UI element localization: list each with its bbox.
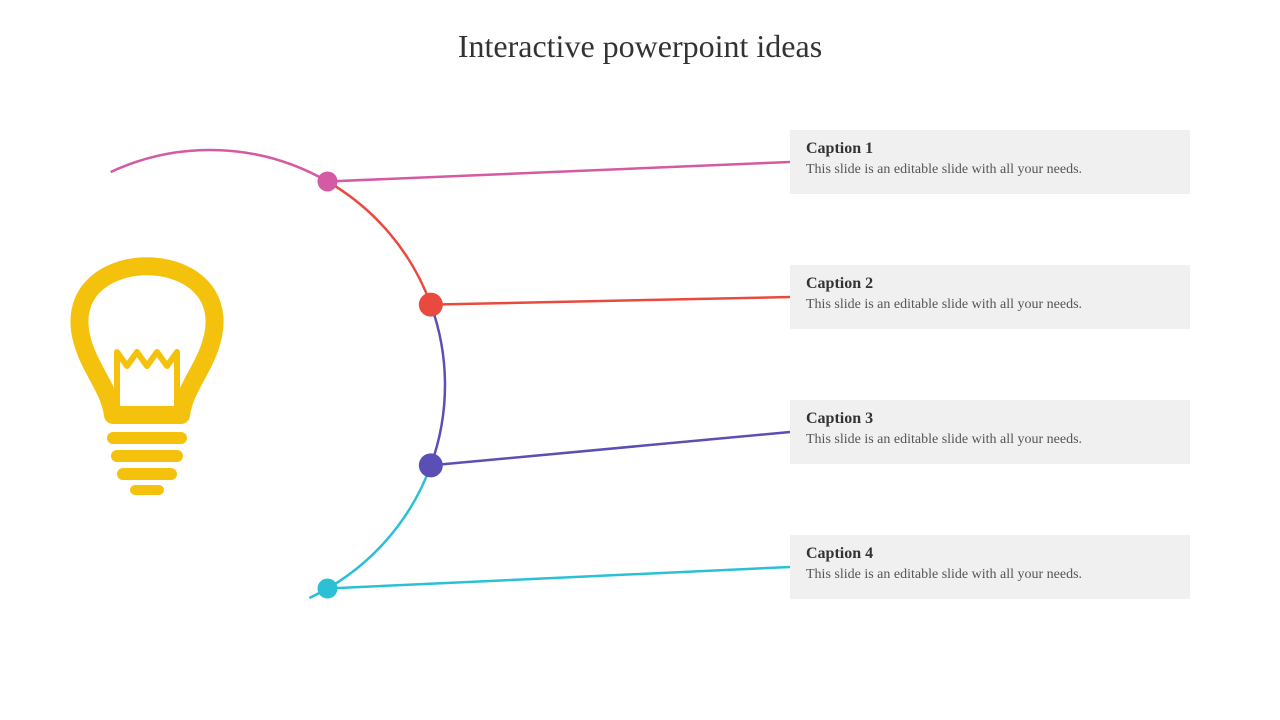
lightbulb-icon bbox=[79, 266, 214, 490]
caption-title-1: Caption 1 bbox=[806, 140, 1174, 158]
connector-dots bbox=[318, 171, 443, 598]
arc-segment-2 bbox=[328, 181, 431, 304]
caption-box-2: Caption 2 This slide is an editable slide… bbox=[790, 265, 1190, 329]
connector-dot-4 bbox=[318, 579, 338, 599]
connector-line-2 bbox=[431, 297, 790, 305]
caption-title-2: Caption 2 bbox=[806, 275, 1174, 293]
caption-title-4: Caption 4 bbox=[806, 545, 1174, 563]
caption-box-4: Caption 4 This slide is an editable slide… bbox=[790, 535, 1190, 599]
connector-line-3 bbox=[431, 432, 790, 465]
caption-desc-4: This slide is an editable slide with all… bbox=[806, 567, 1174, 583]
caption-box-1: Caption 1 This slide is an editable slide… bbox=[790, 130, 1190, 194]
caption-desc-1: This slide is an editable slide with all… bbox=[806, 162, 1174, 178]
connector-dot-3 bbox=[419, 453, 443, 477]
connector-lines bbox=[328, 162, 791, 589]
diagram-svg bbox=[0, 0, 1280, 720]
connector-dot-1 bbox=[318, 171, 338, 191]
connector-line-4 bbox=[328, 567, 791, 589]
arc-segment-3 bbox=[431, 305, 445, 466]
connector-dot-2 bbox=[419, 293, 443, 317]
arc-segment-4 bbox=[309, 465, 431, 598]
caption-desc-3: This slide is an editable slide with all… bbox=[806, 432, 1174, 448]
arc-segment-1 bbox=[111, 150, 328, 181]
caption-desc-2: This slide is an editable slide with all… bbox=[806, 297, 1174, 313]
caption-title-3: Caption 3 bbox=[806, 410, 1174, 428]
connector-line-1 bbox=[328, 162, 791, 181]
caption-box-3: Caption 3 This slide is an editable slide… bbox=[790, 400, 1190, 464]
arcs-group bbox=[111, 150, 445, 598]
